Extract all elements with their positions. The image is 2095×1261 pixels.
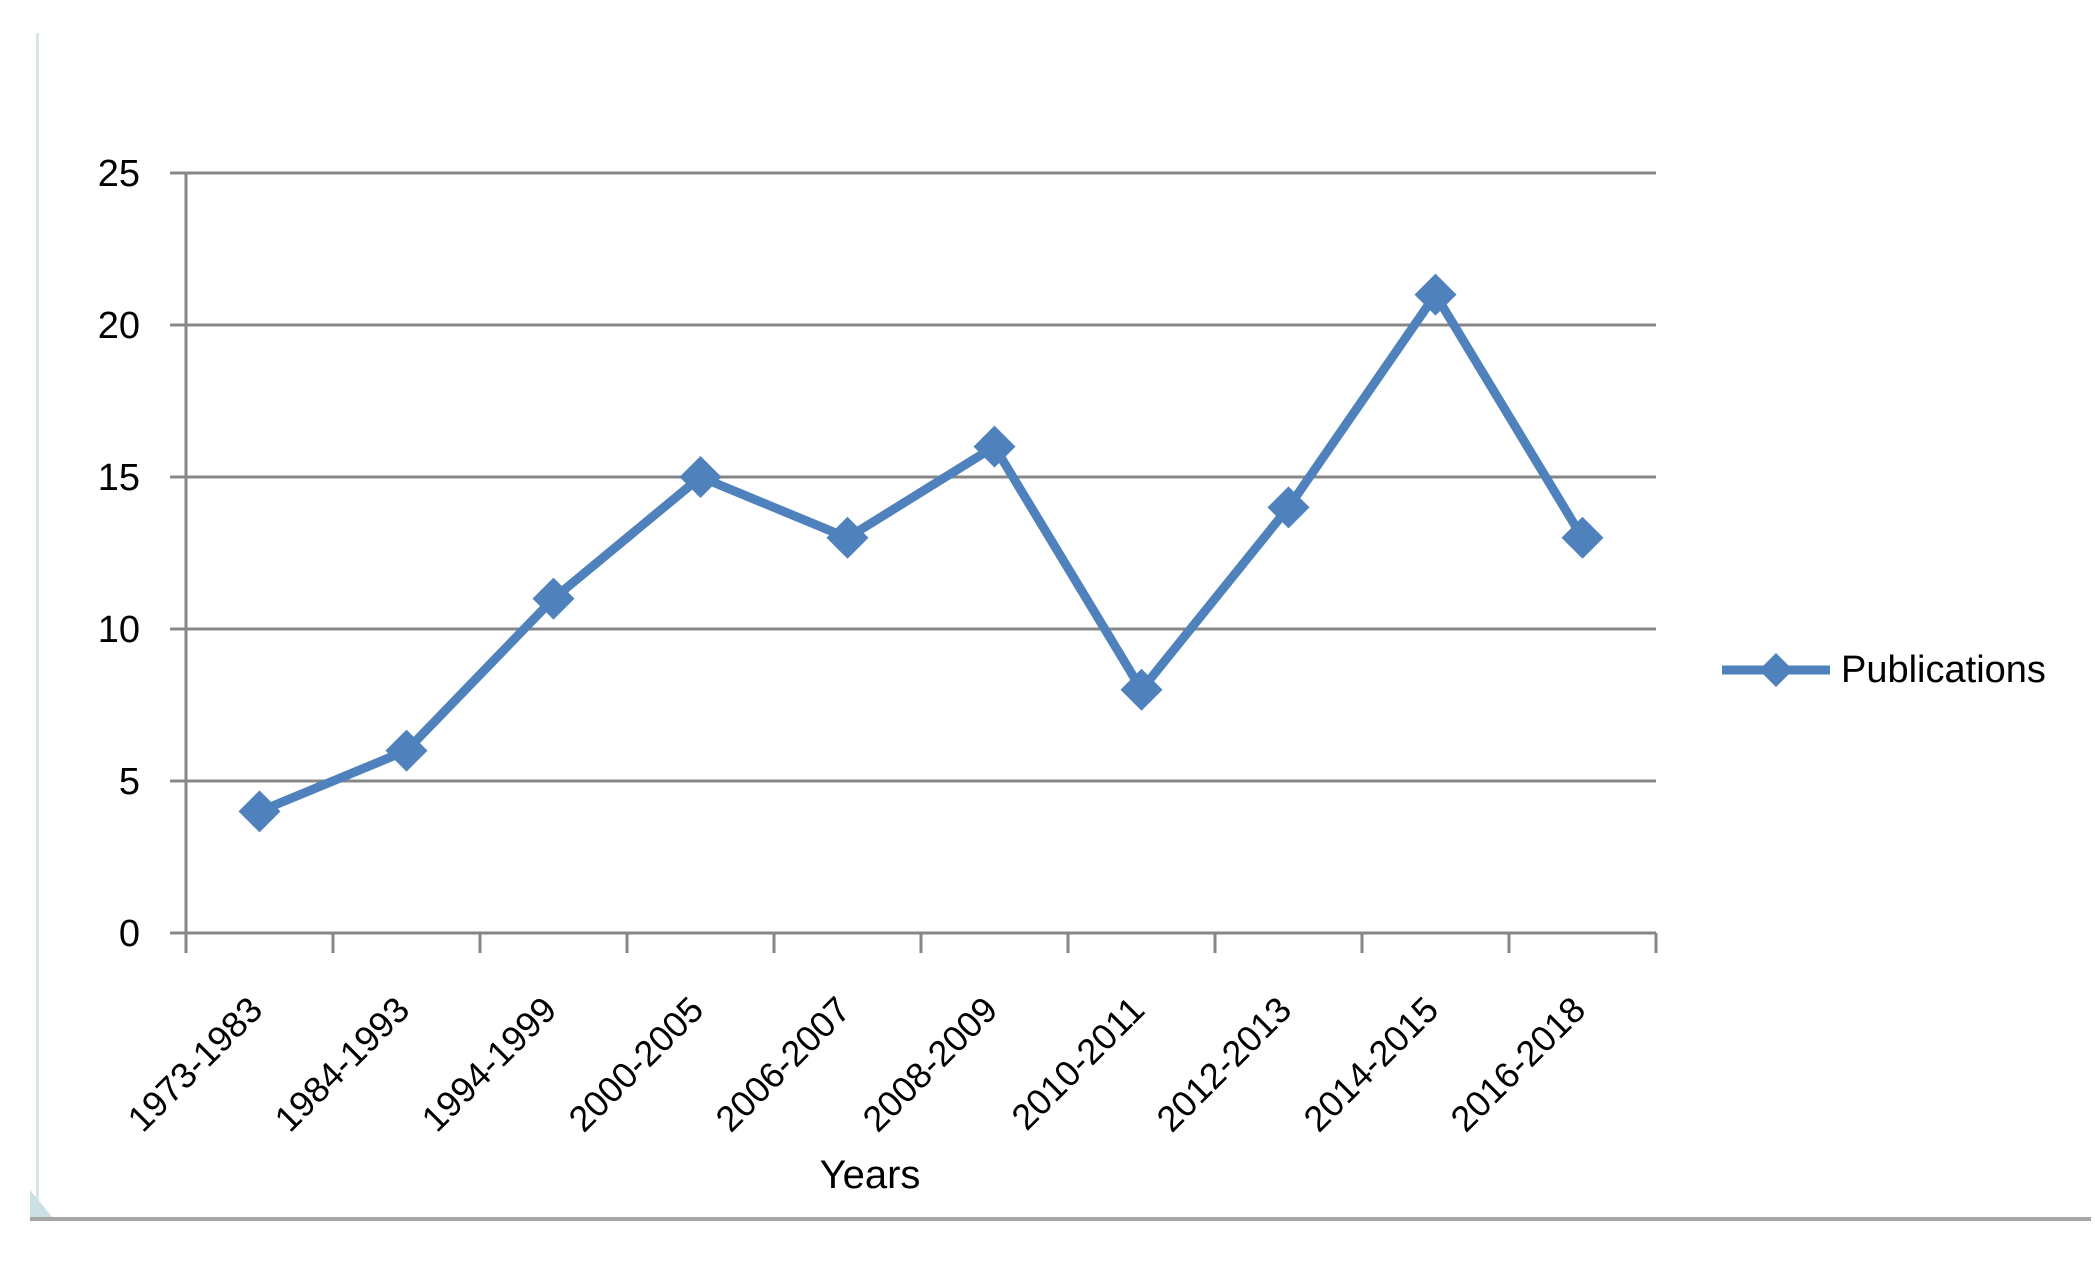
- data-point-marker: [826, 516, 869, 559]
- y-tick-label: 15: [98, 457, 140, 499]
- data-point-marker: [679, 456, 722, 498]
- gridlines: [170, 171, 1656, 783]
- x-tick-label: 2008-2009: [854, 989, 1005, 1140]
- legend-line-marker-icon: [1722, 653, 1830, 687]
- data-point-marker: [238, 790, 281, 833]
- legend-label: Publications: [1841, 648, 2046, 691]
- data-point-marker: [1561, 516, 1604, 559]
- legend: Publications: [1720, 648, 2046, 692]
- x-tick-label: 1973-1983: [119, 989, 270, 1140]
- x-tick-label: 2000-2005: [560, 989, 711, 1140]
- data-point-marker: [1120, 668, 1163, 711]
- x-axis-title: Years: [819, 1153, 921, 1197]
- y-tick-label: 0: [119, 913, 140, 955]
- x-tick-label: 2016-2018: [1442, 989, 1593, 1140]
- axes: [170, 173, 1658, 953]
- y-tick-label: 10: [98, 609, 140, 651]
- frame-left-border: [36, 33, 39, 1217]
- data-point-marker: [973, 425, 1016, 468]
- x-tick-label: 2012-2013: [1148, 989, 1299, 1140]
- x-axis-tick-labels: 1973-19831984-19931994-19992000-20052006…: [119, 989, 1593, 1140]
- data-point-marker: [385, 729, 428, 772]
- x-tick-label: 2014-2015: [1295, 989, 1446, 1140]
- y-tick-label: 20: [98, 305, 140, 347]
- x-tick-label: 2006-2007: [707, 989, 858, 1140]
- y-axis-tick-labels: 0 5 10 15 20 25: [98, 153, 140, 955]
- y-tick-label: 5: [119, 761, 140, 803]
- series-line: [255, 290, 1587, 816]
- y-tick-label: 25: [98, 153, 140, 195]
- x-tick-label: 1984-1993: [266, 989, 417, 1140]
- data-point-marker: [532, 577, 575, 620]
- data-point-marker: [1414, 273, 1457, 316]
- data-point-marker: [1267, 486, 1310, 529]
- x-tick-label: 1994-1999: [413, 989, 564, 1140]
- x-tick-label: 2010-2011: [1003, 989, 1152, 1138]
- frame-bottom-border: [30, 1217, 2091, 1221]
- series-publications: [238, 273, 1604, 833]
